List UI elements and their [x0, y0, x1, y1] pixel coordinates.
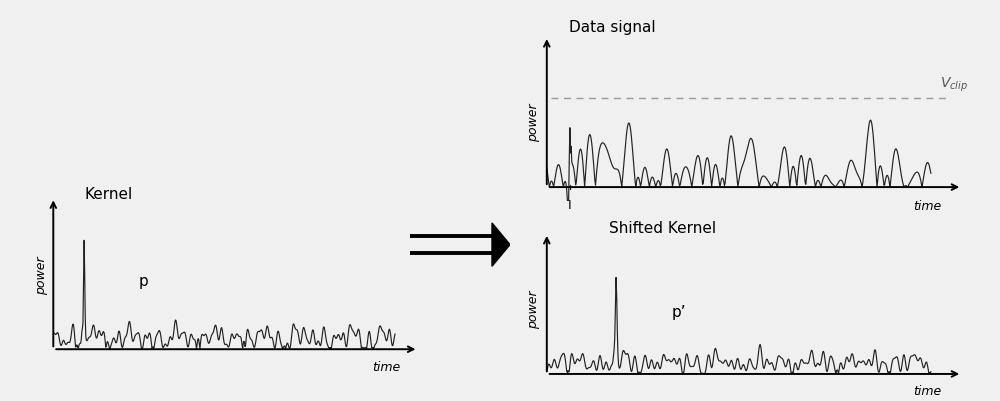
- Text: Shifted Kernel: Shifted Kernel: [609, 221, 716, 236]
- Text: p: p: [139, 274, 148, 289]
- Polygon shape: [492, 223, 510, 266]
- Text: Kernel: Kernel: [84, 187, 133, 202]
- Text: p’: p’: [672, 305, 686, 320]
- Text: power: power: [527, 103, 540, 142]
- Text: Data signal: Data signal: [569, 20, 656, 35]
- Text: time: time: [913, 200, 941, 213]
- Text: time: time: [372, 361, 400, 374]
- Text: I: I: [568, 199, 572, 213]
- Text: power: power: [527, 291, 540, 329]
- Text: $V_{clip}$: $V_{clip}$: [940, 76, 968, 94]
- Text: power: power: [35, 256, 48, 295]
- Text: time: time: [913, 385, 941, 398]
